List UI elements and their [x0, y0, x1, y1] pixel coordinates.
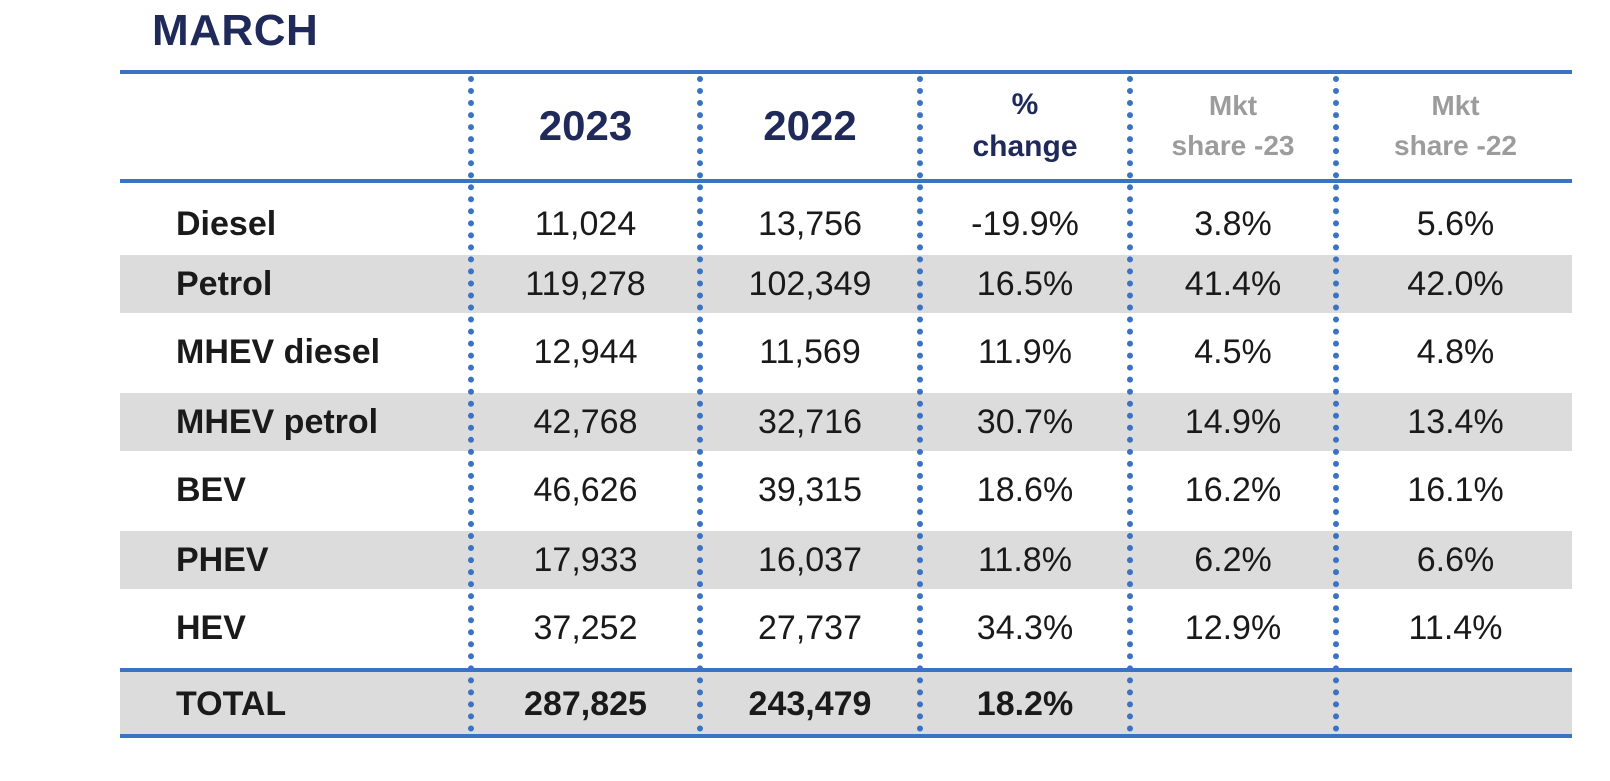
value-share-23: 6.2%	[1194, 541, 1272, 579]
header-2023-label: 2023	[538, 102, 633, 149]
row-label: Diesel	[176, 205, 277, 243]
value-2022: 32,716	[758, 403, 862, 441]
header-mkt-share-22: Mkt share -22	[1339, 76, 1572, 176]
value-2023: 37,252	[533, 609, 638, 647]
value-change: 34.3%	[976, 609, 1074, 647]
table-row: MHEV petrol 42,768 32,716 30.7% 14.9% 13…	[120, 392, 1572, 452]
value-2023: 12,944	[533, 333, 638, 371]
value-2022: 102,349	[748, 265, 872, 303]
table-row: HEV 37,252 27,737 34.3% 12.9% 11.4%	[120, 598, 1572, 658]
value-change: 30.7%	[976, 403, 1074, 441]
row-label: MHEV petrol	[176, 403, 379, 441]
value-change: 18.6%	[976, 471, 1074, 509]
header-2022-label: 2022	[763, 102, 857, 149]
total-2022: 243,479	[748, 685, 872, 723]
value-2022: 11,569	[759, 333, 861, 371]
total-label: TOTAL	[176, 685, 287, 723]
value-change: 16.5%	[976, 265, 1074, 303]
value-change: 11.8%	[978, 541, 1072, 579]
total-share-23	[1133, 674, 1333, 734]
header-mkt23-line2: share -23	[1171, 130, 1295, 161]
row-band	[120, 255, 1572, 313]
value-share-22: 6.6%	[1416, 541, 1495, 579]
row-label: HEV	[176, 609, 246, 647]
row-label: MHEV diesel	[176, 333, 381, 371]
value-change: 11.9%	[978, 333, 1072, 371]
row-band	[120, 531, 1572, 589]
table-row: PHEV 17,933 16,037 11.8% 6.2% 6.6%	[120, 530, 1572, 590]
value-2022: 39,315	[758, 471, 862, 509]
value-share-23: 4.5%	[1194, 333, 1272, 371]
top-rule	[120, 70, 1572, 74]
column-divider	[697, 76, 703, 732]
header-2022: 2022	[703, 76, 917, 176]
total-2023: 287,825	[524, 685, 647, 723]
header-change-line1: %	[1011, 88, 1039, 121]
table-title: MARCH	[152, 6, 319, 55]
header-mkt22-line1: Mkt	[1431, 90, 1480, 121]
value-2022: 13,756	[758, 205, 862, 243]
value-share-22: 16.1%	[1407, 471, 1504, 509]
value-2023: 17,933	[533, 541, 638, 579]
column-divider	[468, 76, 474, 732]
row-label: Petrol	[176, 265, 273, 303]
total-share-22	[1339, 674, 1572, 734]
total-row: TOTAL 287,825 243,479 18.2%	[120, 674, 1572, 734]
header-mkt22-line2: share -22	[1394, 130, 1517, 161]
total-band	[120, 672, 1572, 734]
total-change: 18.2%	[976, 685, 1074, 723]
value-2022: 16,037	[758, 541, 862, 579]
column-divider	[1127, 76, 1133, 732]
value-change: -19.9%	[971, 205, 1079, 243]
table-row: MHEV diesel 12,944 11,569 11.9% 4.5% 4.8…	[120, 322, 1572, 382]
value-share-23: 12.9%	[1184, 609, 1282, 647]
value-share-23: 41.4%	[1184, 265, 1282, 303]
header-mkt23-line1: Mkt	[1208, 90, 1258, 121]
row-label: BEV	[176, 471, 246, 509]
header-rule	[120, 179, 1572, 183]
row-band	[120, 393, 1572, 451]
value-2023: 46,626	[533, 471, 638, 509]
header-mkt-share-23: Mkt share -23	[1133, 76, 1333, 176]
column-divider	[1333, 76, 1339, 732]
table-row: BEV 46,626 39,315 18.6% 16.2% 16.1%	[120, 460, 1572, 520]
value-share-23: 16.2%	[1184, 471, 1282, 509]
value-share-22: 42.0%	[1407, 265, 1504, 303]
header-2023: 2023	[474, 76, 697, 176]
header-change-line2: change	[972, 130, 1078, 163]
value-share-22: 11.4%	[1408, 609, 1503, 647]
value-share-22: 5.6%	[1416, 205, 1495, 243]
value-2023: 119,278	[525, 265, 646, 303]
total-rule	[120, 668, 1572, 672]
value-2023: 11,024	[534, 205, 637, 243]
column-divider	[917, 76, 923, 732]
value-2023: 42,768	[533, 403, 638, 441]
table-row: Diesel 11,024 13,756 -19.9% 3.8% 5.6%	[120, 194, 1572, 254]
bottom-rule	[120, 734, 1572, 738]
value-share-23: 14.9%	[1184, 403, 1282, 441]
value-share-22: 13.4%	[1407, 403, 1504, 441]
header-change: % change	[923, 76, 1127, 176]
row-label: PHEV	[176, 541, 269, 579]
value-2022: 27,737	[758, 609, 862, 647]
table-row: Petrol 119,278 102,349 16.5% 41.4% 42.0%	[120, 254, 1572, 314]
value-share-23: 3.8%	[1194, 205, 1272, 243]
value-share-22: 4.8%	[1416, 333, 1495, 371]
